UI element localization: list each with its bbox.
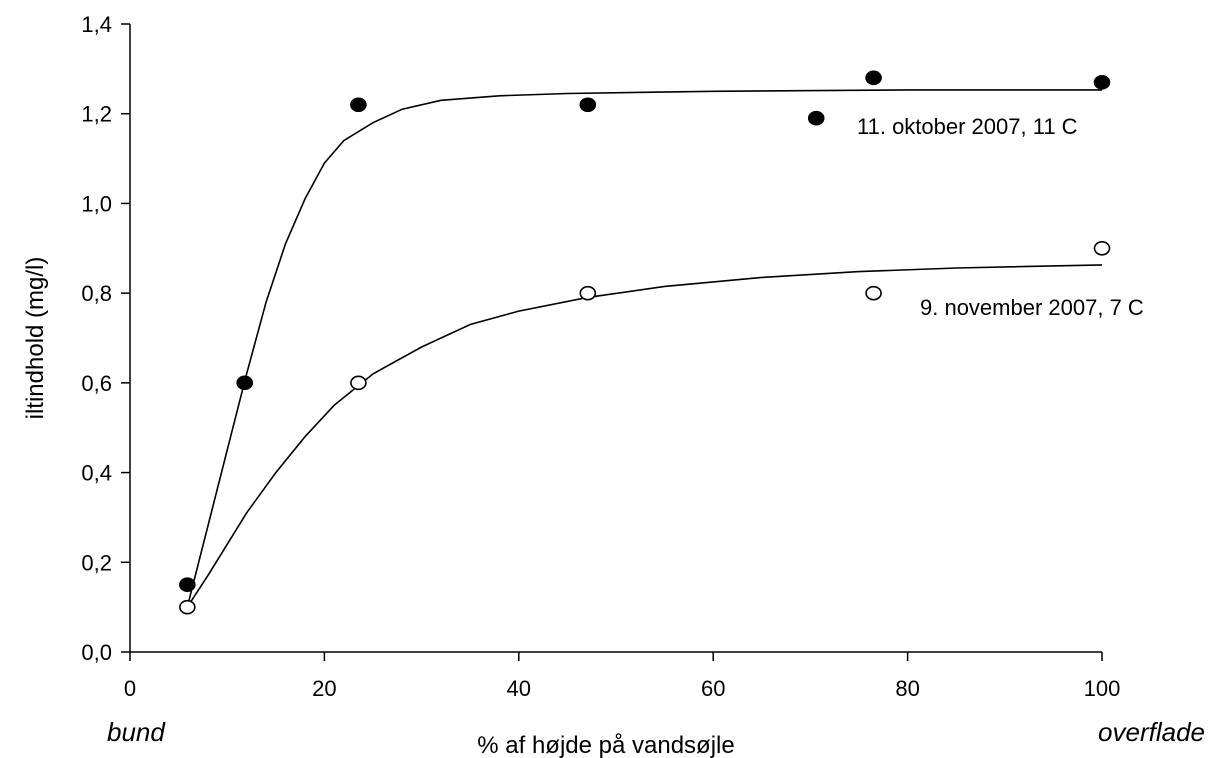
fit-curves bbox=[186, 89, 1103, 608]
data-point-open bbox=[865, 285, 882, 301]
series-label-november: 9. november 2007, 7 C bbox=[920, 295, 1144, 320]
y-tick-label: 1,2 bbox=[81, 102, 112, 127]
series-label-oktober: 11. oktober 2007, 11 C bbox=[857, 114, 1078, 139]
data-point-open bbox=[1093, 240, 1111, 256]
data-point-open bbox=[350, 375, 367, 391]
y-tick-label: 1,0 bbox=[81, 191, 112, 216]
data-point-filled bbox=[579, 97, 597, 113]
data-point-filled bbox=[350, 97, 367, 113]
y-tick-label: 0,0 bbox=[81, 640, 112, 665]
axes: 0,0 0,2 0,4 0,6 0,8 1,0 1,2 1,4 0 20 40 60 80 100 bbox=[81, 12, 1120, 701]
data-point-open bbox=[579, 285, 597, 301]
data-point-filled bbox=[807, 110, 825, 126]
fit-curve-2 bbox=[186, 264, 1103, 608]
y-tick-label: 0,6 bbox=[81, 371, 112, 396]
x-tick-label: 20 bbox=[312, 676, 336, 701]
y-axis-title: iltindhold (mg/l) bbox=[22, 257, 49, 420]
x-end-label-right: overflade bbox=[1098, 717, 1205, 747]
data-point-filled bbox=[1093, 75, 1111, 90]
fit-curve-1 bbox=[186, 89, 1102, 608]
x-axis-title: % af højde på vandsøjle bbox=[477, 732, 734, 758]
y-tick-label: 0,2 bbox=[81, 550, 112, 575]
x-tick-label: 0 bbox=[124, 676, 136, 701]
x-tick-label: 100 bbox=[1084, 676, 1121, 701]
data-point-filled bbox=[236, 375, 253, 391]
data-points bbox=[179, 70, 1111, 615]
x-tick-label: 40 bbox=[507, 676, 531, 701]
data-point-open bbox=[179, 599, 196, 615]
y-tick-label: 0,4 bbox=[81, 461, 112, 486]
y-tick-label: 1,4 bbox=[81, 12, 112, 37]
data-point-filled bbox=[179, 577, 196, 593]
x-end-label-left: bund bbox=[107, 717, 166, 747]
x-tick-label: 60 bbox=[701, 676, 725, 701]
data-point-filled bbox=[865, 70, 882, 86]
y-tick-label: 0,8 bbox=[81, 281, 112, 306]
x-tick-label: 80 bbox=[895, 676, 919, 701]
